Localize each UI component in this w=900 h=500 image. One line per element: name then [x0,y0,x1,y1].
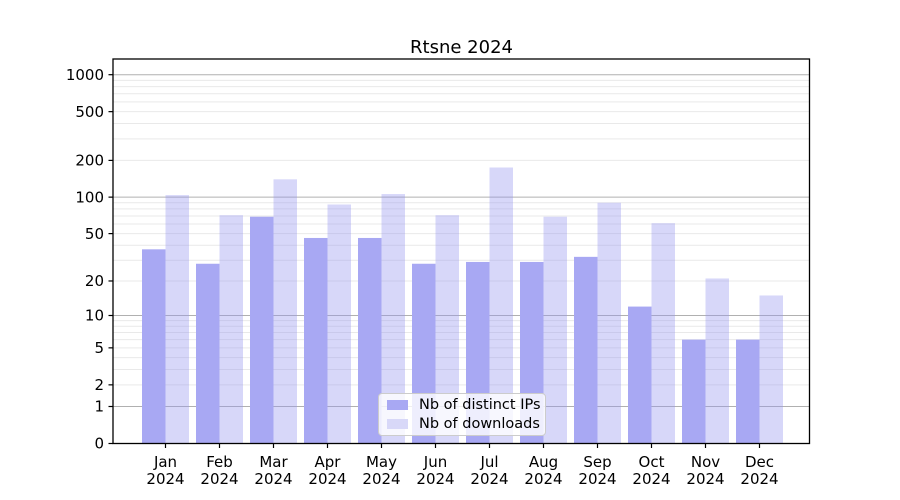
bar-downloads-may [381,194,405,444]
x-tick-label-year: 2024 [146,470,184,488]
x-tick-label-month: Dec [745,453,774,471]
x-tick-label-year: 2024 [200,470,238,488]
bar-downloads-sep [597,202,621,444]
x-tick-label-year: 2024 [308,470,346,488]
y-tick-label: 20 [85,272,104,290]
x-tick-label-month: Jun [423,453,447,471]
plot-frame [112,58,811,445]
bar-distinct-ips-may [358,237,382,444]
x-tick-label-month: Jul [479,453,498,471]
bar-distinct-ips-nov [682,339,706,444]
bar-downloads-feb [219,215,243,444]
x-tick-label-month: Aug [529,453,558,471]
bar-downloads-nov [705,278,729,444]
bar-downloads-jul [489,167,513,444]
x-tick-label-month: Sep [583,453,611,471]
y-tick-label: 100 [75,188,104,206]
y-tick-label: 0 [94,435,104,453]
x-tick-label-month: Feb [206,453,233,471]
y-tick-label: 2 [94,376,104,394]
x-tick-label-year: 2024 [740,470,778,488]
legend-label-downloads: Nb of downloads [419,416,540,432]
bar-downloads-dec [759,295,783,444]
y-tick-label: 5 [94,339,104,357]
bar-distinct-ips-sep [574,256,598,444]
legend-swatch-downloads [387,419,408,429]
legend-label-distinct-ips: Nb of distinct IPs [419,397,541,413]
y-tick-label: 1 [94,398,104,416]
x-tick-label-year: 2024 [578,470,616,488]
x-tick-label-month: May [366,453,397,471]
x-tick-label-year: 2024 [470,470,508,488]
x-tick-label-year: 2024 [362,470,400,488]
bar-downloads-mar [273,179,297,444]
bar-distinct-ips-jan [142,249,166,444]
x-tick-label-month: Apr [315,453,342,471]
y-tick-label: 10 [85,307,104,325]
x-tick-label-year: 2024 [524,470,562,488]
legend-box: Nb of distinct IPs Nb of downloads [378,393,546,436]
legend-item-distinct-ips: Nb of distinct IPs [387,397,545,414]
bar-distinct-ips-dec [736,339,760,444]
x-tick-label-year: 2024 [254,470,292,488]
x-tick-label-year: 2024 [632,470,670,488]
x-tick-label-month: Mar [259,453,288,471]
x-tick-label-month: Jan [153,453,177,471]
legend-item-downloads: Nb of downloads [387,416,545,433]
bar-downloads-aug [543,216,567,444]
y-tick-label: 200 [75,152,104,170]
bar-distinct-ips-feb [196,263,220,444]
x-tick-label-year: 2024 [686,470,724,488]
bar-downloads-jan [165,195,189,444]
legend-swatch-distinct-ips [387,400,408,410]
bar-distinct-ips-oct [628,306,652,444]
bar-downloads-jun [435,215,459,444]
x-tick-label-year: 2024 [416,470,454,488]
y-tick-label: 50 [85,225,104,243]
y-tick-label: 500 [75,103,104,121]
x-tick-label-month: Nov [691,453,720,471]
bar-downloads-oct [651,223,675,444]
bar-distinct-ips-mar [250,216,274,444]
bar-distinct-ips-apr [304,237,328,444]
x-tick-label-month: Oct [639,453,665,471]
chart-title: Rtsne 2024 [410,37,513,58]
bar-downloads-apr [327,204,351,444]
y-tick-label: 1000 [66,66,104,84]
